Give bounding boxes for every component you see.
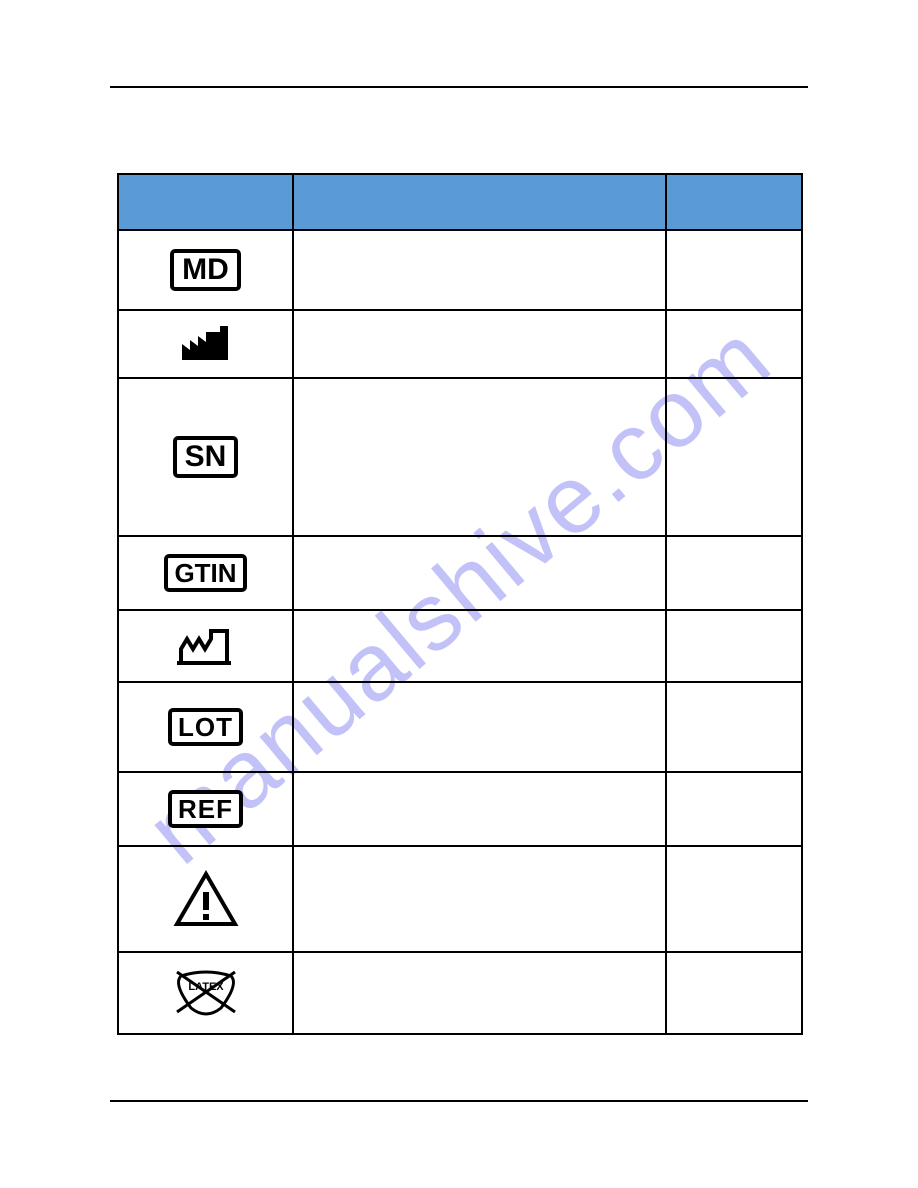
document-page: manualshive.com MD [0, 0, 918, 1188]
table-row: SN [118, 378, 802, 536]
standard-cell [666, 536, 802, 610]
symbol-cell: REF [118, 772, 293, 846]
symbol-cell: LOT [118, 682, 293, 772]
md-icon: MD [170, 249, 241, 291]
description-cell [293, 230, 666, 310]
description-cell [293, 610, 666, 682]
manufacturer-icon [176, 324, 236, 364]
description-cell [293, 310, 666, 378]
table-row [118, 310, 802, 378]
footer-rule [110, 1100, 808, 1102]
table-row: LATEX [118, 952, 802, 1034]
description-cell [293, 846, 666, 952]
symbols-table: MD [117, 173, 803, 1035]
col-header-symbol [118, 174, 293, 230]
symbol-cell [118, 310, 293, 378]
table-header-row [118, 174, 802, 230]
col-header-standard [666, 174, 802, 230]
lot-icon: LOT [168, 708, 243, 746]
standard-cell [666, 230, 802, 310]
description-cell [293, 682, 666, 772]
symbol-cell: SN [118, 378, 293, 536]
latex-free-icon: LATEX [169, 966, 243, 1020]
table-row [118, 846, 802, 952]
sn-icon: SN [173, 436, 239, 478]
table-row: REF [118, 772, 802, 846]
standard-cell [666, 772, 802, 846]
table-row: GTIN [118, 536, 802, 610]
standard-cell [666, 310, 802, 378]
description-cell [293, 536, 666, 610]
gtin-icon: GTIN [164, 554, 246, 592]
standard-cell [666, 952, 802, 1034]
table-row: MD [118, 230, 802, 310]
ref-icon: REF [168, 790, 243, 828]
standard-cell [666, 682, 802, 772]
description-cell [293, 378, 666, 536]
date-of-mfg-icon [175, 623, 237, 669]
symbol-cell [118, 610, 293, 682]
symbol-cell [118, 846, 293, 952]
caution-icon [173, 870, 239, 928]
symbol-cell: LATEX [118, 952, 293, 1034]
standard-cell [666, 378, 802, 536]
standard-cell [666, 610, 802, 682]
description-cell [293, 772, 666, 846]
symbol-cell: MD [118, 230, 293, 310]
table-row [118, 610, 802, 682]
description-cell [293, 952, 666, 1034]
header-rule [110, 86, 808, 88]
col-header-description [293, 174, 666, 230]
standard-cell [666, 846, 802, 952]
table-row: LOT [118, 682, 802, 772]
symbol-cell: GTIN [118, 536, 293, 610]
